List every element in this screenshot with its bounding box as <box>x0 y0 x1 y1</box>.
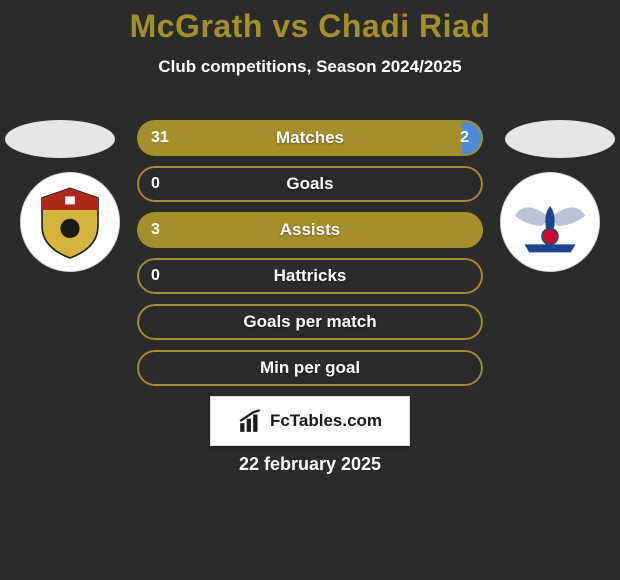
source-badge: FcTables.com <box>210 396 410 446</box>
club-badge-left <box>20 172 120 272</box>
stat-bar-goals: 0Goals <box>137 166 483 202</box>
stat-label: Matches <box>137 120 483 156</box>
club-badge-right <box>500 172 600 272</box>
stat-bars: 312Matches 0Goals 3Assists 0Hattricks Goals … <box>137 120 483 396</box>
fctables-logo-icon <box>238 408 264 434</box>
stat-bar-min-per-goal: Min per goal <box>137 350 483 386</box>
page-title: McGrath vs Chadi Riad <box>0 0 620 45</box>
stat-label: Goals <box>137 166 483 202</box>
player-right-photo-placeholder <box>505 120 615 158</box>
stat-label: Goals per match <box>137 304 483 340</box>
date-text: 22 february 2025 <box>0 454 620 475</box>
stat-label: Min per goal <box>137 350 483 386</box>
player-left-name: McGrath <box>130 8 263 44</box>
stat-bar-goals-per-match: Goals per match <box>137 304 483 340</box>
stat-bar-matches: 312Matches <box>137 120 483 156</box>
crystal-palace-eagle-icon <box>510 182 590 262</box>
subtitle: Club competitions, Season 2024/2025 <box>0 57 620 77</box>
stat-bar-hattricks: 0Hattricks <box>137 258 483 294</box>
player-left-photo-placeholder <box>5 120 115 158</box>
stat-bar-assists: 3Assists <box>137 212 483 248</box>
comparison-infographic: McGrath vs Chadi Riad Club competitions,… <box>0 0 620 580</box>
source-brand-text: FcTables.com <box>270 411 382 431</box>
doncaster-shield-icon <box>30 182 110 262</box>
stat-label: Hattricks <box>137 258 483 294</box>
stat-label: Assists <box>137 212 483 248</box>
vs-text: vs <box>272 8 309 44</box>
player-right-name: Chadi Riad <box>318 8 490 44</box>
